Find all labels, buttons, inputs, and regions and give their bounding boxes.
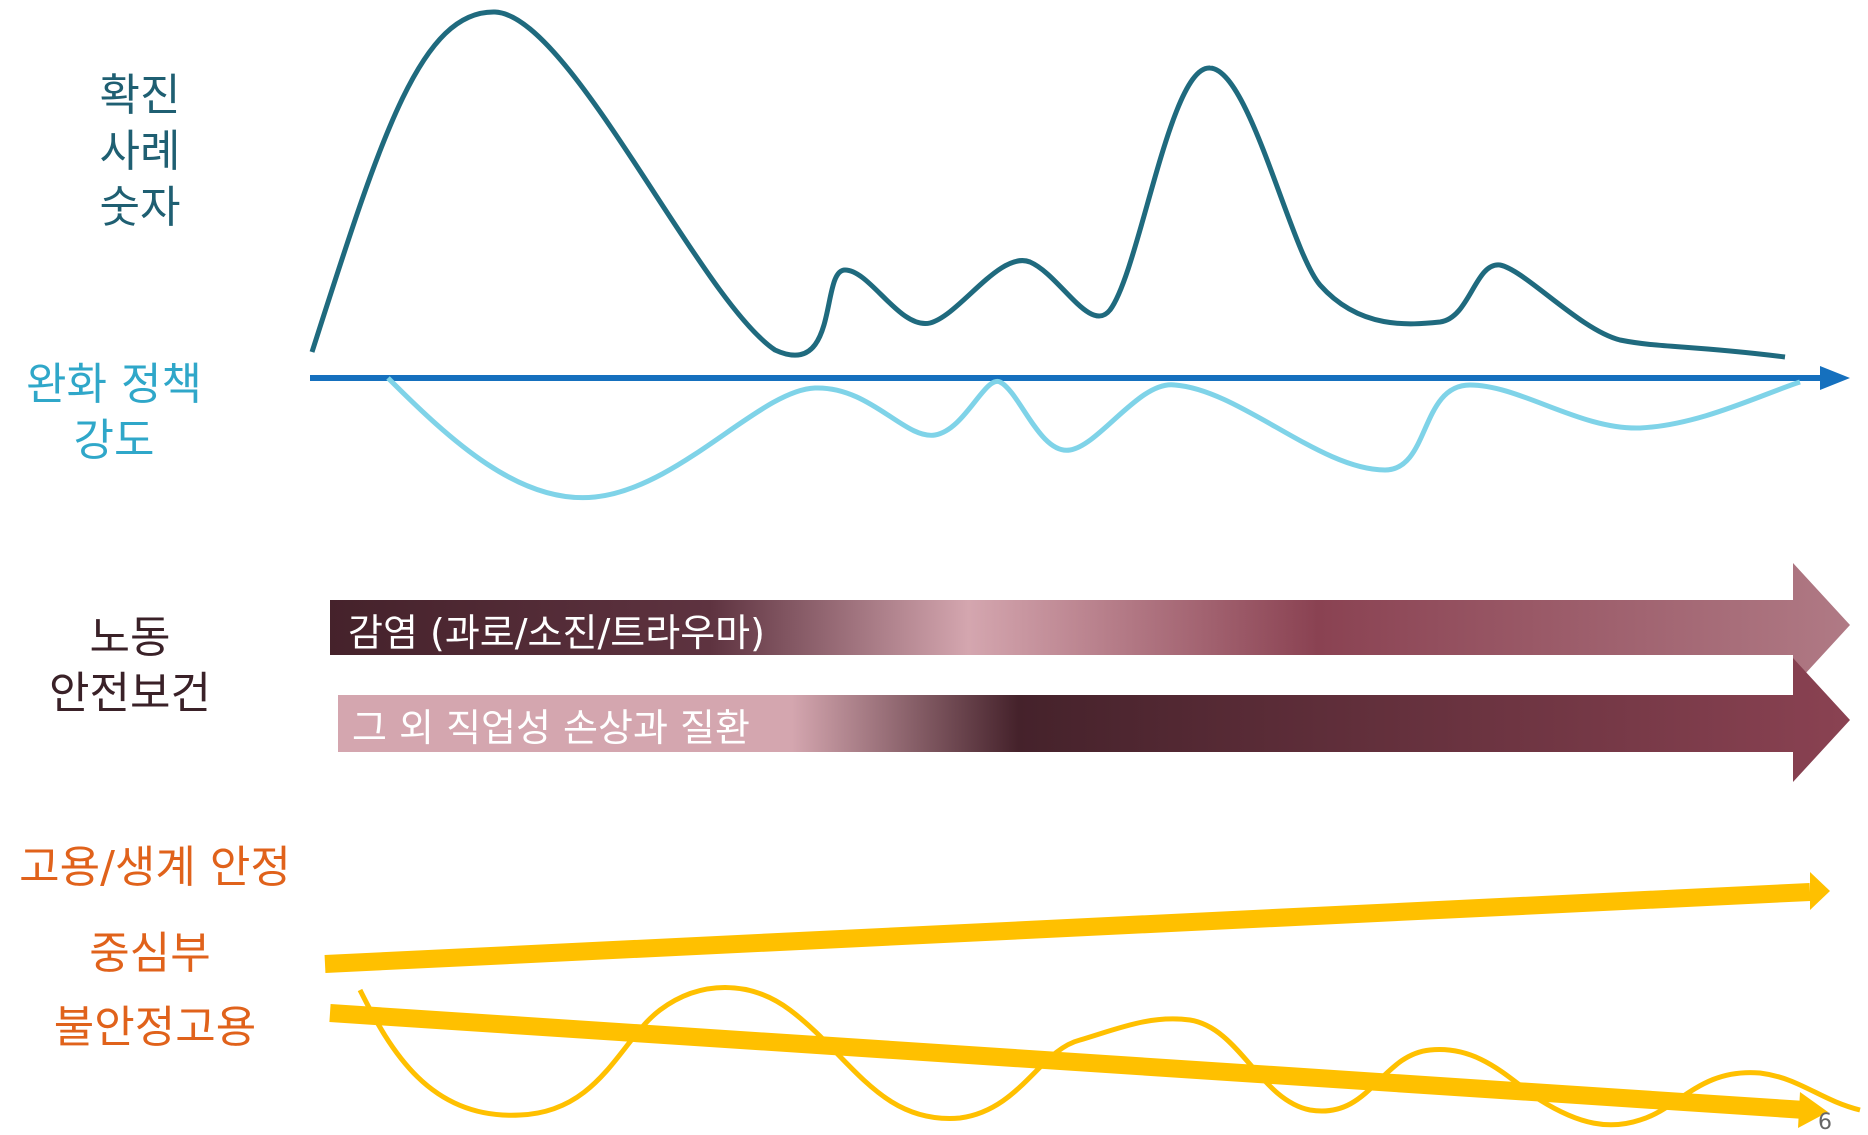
precarious-employment-label: 불안정고용: [53, 1002, 257, 1053]
precarious-employment-arrowhead: [1798, 1092, 1828, 1128]
cases-label-line3: 숫자: [99, 182, 181, 233]
policy-curve: [386, 376, 1801, 501]
other-occupational-arrow: [338, 658, 1850, 782]
safety-label-line2: 안전보건: [49, 668, 211, 719]
cases-label-line2: 사례: [99, 126, 181, 177]
policy-label-line1: 완화 정책: [26, 359, 202, 410]
core-employment-arrowhead: [1810, 872, 1830, 910]
page-number: 6: [1818, 1110, 1832, 1135]
cases-curve: [309, 9, 1786, 360]
other-occupational-arrow-label: 그 외 직업성 손상과 질환: [352, 706, 750, 750]
safety-label-line1: 노동: [89, 612, 171, 663]
policy-label: 완화 정책 강도: [0, 357, 228, 469]
precarious-employment-arrow: [329, 1004, 1806, 1119]
core-employment-label: 중심부: [89, 928, 211, 979]
policy-label-line2: 강도: [73, 415, 155, 466]
core-employment-arrow: [324, 883, 1811, 973]
cases-label: 확진 사례 숫자: [60, 68, 220, 236]
cases-label-line1: 확진: [99, 70, 181, 121]
infection-arrow-label: 감염 (과로/소진/트라우마): [348, 611, 765, 655]
employment-title: 고용/생계 안정: [19, 842, 291, 893]
infection-arrow: [330, 563, 1850, 687]
safety-label: 노동 안전보건: [30, 610, 230, 722]
time-axis-arrowhead: [1820, 366, 1850, 390]
